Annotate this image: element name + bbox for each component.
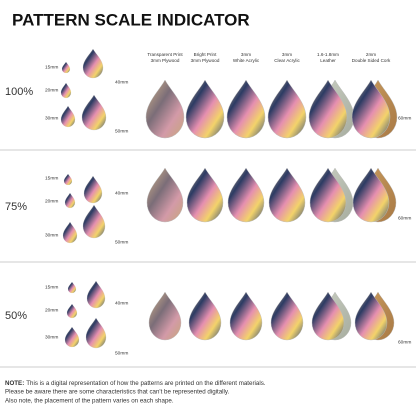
note: Also note, the placement of the pattern … — [5, 398, 174, 405]
teardrop — [188, 291, 222, 341]
teardrop — [82, 48, 104, 79]
material-label: 3mm — [241, 52, 251, 57]
size-label: 15mm — [45, 175, 58, 181]
teardrop — [267, 79, 307, 139]
teardrop — [60, 105, 76, 128]
size-label: 15mm — [45, 284, 58, 290]
teardrop — [86, 280, 106, 309]
size-label: 20mm — [45, 87, 58, 93]
size-label: 60mm — [398, 115, 411, 121]
teardrop — [67, 281, 77, 294]
size-label: 30mm — [45, 115, 58, 121]
material-label: 3mm Plywood — [191, 58, 220, 63]
scale-label: 50% — [5, 310, 27, 322]
title: PATTERN SCALE INDICATOR — [12, 10, 250, 29]
size-label: 40mm — [115, 79, 128, 85]
note: Please be aware there are some character… — [5, 389, 230, 396]
material-label: 2mm — [366, 52, 376, 57]
material-label: Transparent Print — [147, 52, 183, 57]
teardrop — [82, 204, 106, 239]
teardrop — [148, 291, 182, 341]
material-label: Clear Acrylic — [274, 58, 300, 63]
teardrop — [145, 79, 185, 139]
teardrop — [64, 326, 80, 348]
material-label: Double Sided Cork — [352, 58, 391, 63]
teardrop — [270, 291, 304, 341]
note-label: NOTE: — [5, 380, 24, 387]
size-label: 50mm — [115, 350, 128, 356]
size-label: 50mm — [115, 128, 128, 134]
size-label: 30mm — [45, 232, 58, 238]
size-label: 60mm — [398, 339, 411, 345]
scale-label: 100% — [5, 86, 33, 98]
size-label: 40mm — [115, 300, 128, 306]
teardrop — [226, 79, 266, 139]
size-label: 20mm — [45, 307, 58, 313]
material-label: Leather — [320, 58, 336, 63]
teardrop — [62, 221, 78, 244]
size-label: 30mm — [45, 334, 58, 340]
size-label: 50mm — [115, 239, 128, 245]
material-label: 1.6-1.8mm — [317, 52, 339, 57]
teardrop — [81, 94, 107, 131]
teardrop — [64, 192, 76, 209]
teardrop — [186, 167, 224, 223]
teardrop — [351, 79, 391, 139]
scale-label: 75% — [5, 201, 27, 213]
teardrop — [83, 175, 103, 204]
teardrop — [63, 173, 73, 186]
teardrop — [268, 167, 306, 223]
material-label: Bright Print — [194, 52, 217, 57]
teardrop — [66, 303, 78, 319]
teardrop — [227, 167, 265, 223]
size-label: 60mm — [398, 215, 411, 221]
teardrop — [308, 79, 348, 139]
note: NOTE: This is a digital representation of… — [5, 380, 266, 387]
material-label: White Acrylic — [233, 58, 260, 63]
teardrop — [146, 167, 184, 223]
material-label: 3mm Plywood — [151, 58, 180, 63]
teardrop — [60, 82, 72, 99]
size-label: 15mm — [45, 64, 58, 70]
material-label: 3mm — [282, 52, 292, 57]
teardrop — [85, 317, 107, 349]
teardrop — [61, 61, 71, 74]
teardrop — [229, 291, 263, 341]
size-label: 20mm — [45, 198, 58, 204]
note-line: This is a digital representation of how … — [26, 380, 266, 387]
teardrop — [185, 79, 225, 139]
size-label: 40mm — [115, 190, 128, 196]
